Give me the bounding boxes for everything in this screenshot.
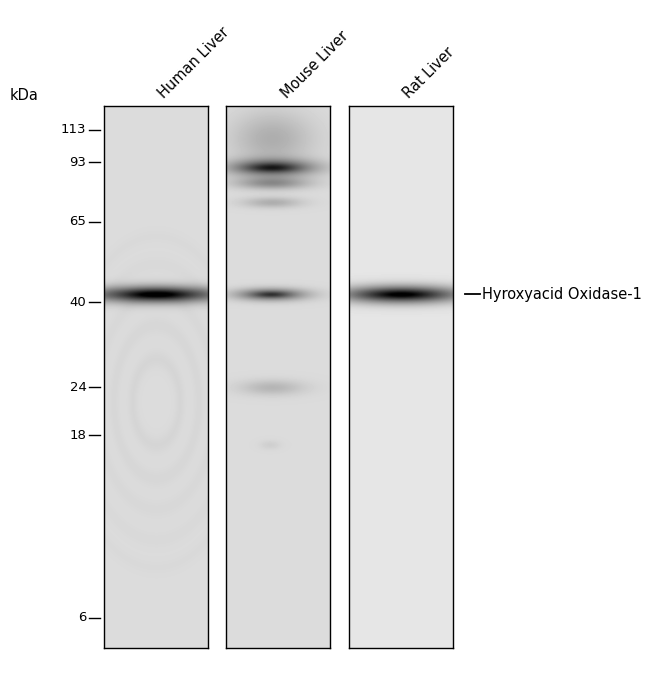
Text: Hyroxyacid Oxidase-1: Hyroxyacid Oxidase-1: [482, 287, 643, 302]
Text: 18: 18: [70, 429, 86, 442]
Text: 40: 40: [70, 296, 86, 309]
Text: 93: 93: [70, 156, 86, 169]
Text: Human Liver: Human Liver: [155, 24, 232, 101]
Text: kDa: kDa: [10, 88, 39, 103]
Text: 113: 113: [61, 123, 86, 136]
Text: Mouse Liver: Mouse Liver: [279, 28, 351, 101]
Text: 6: 6: [78, 611, 86, 624]
Text: 24: 24: [70, 381, 86, 394]
Text: Rat Liver: Rat Liver: [401, 45, 458, 101]
Text: 65: 65: [70, 215, 86, 228]
